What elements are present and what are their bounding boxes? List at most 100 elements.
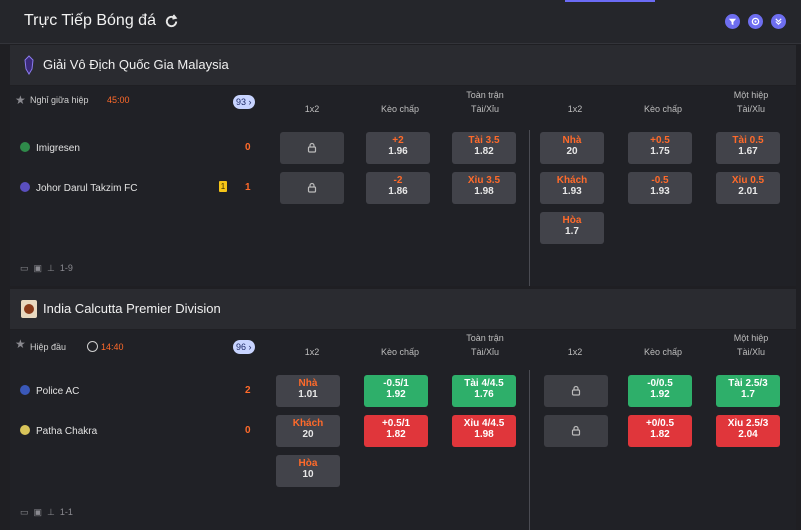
team-name: Johor Darul Takzim FC [36,183,138,194]
match-card: ★ Nghỉ giữa hiệp 45:00 93 › 1x2 Kèo chấp… [10,86,796,286]
col-header-ft-title: Toàn trận [466,90,504,100]
odds-button-down[interactable]: Xỉu 4/4.5 1.98 [452,415,516,447]
team-name: Imigresen [36,143,80,154]
home-score: 0 [245,142,251,153]
team-name: Police AC [36,386,80,397]
match-footer: ▭ ▣ ⊥ 1-1 [20,507,78,518]
markets-count-badge[interactable]: 93 › [233,95,255,109]
col-header-h1-title: Một hiệp [733,90,769,100]
match-time: 45:00 [107,95,130,105]
home-team[interactable]: Police AC [20,385,79,397]
col-header-ft-handicap: Kèo chấp [380,104,420,114]
away-score: 0 [245,425,251,436]
odds-button[interactable]: Xỉu 0.5 2.01 [716,172,780,204]
lock-icon [307,182,317,193]
odds-button[interactable]: -0.5 1.93 [628,172,692,204]
target-icon[interactable] [748,14,763,29]
field-icon[interactable]: ▣ [33,507,43,517]
match-footer: ▭ ▣ ⊥ 1-9 [20,263,78,274]
col-header-ft-title: Toàn trận [466,333,504,343]
match-status: Hiệp đầu [30,342,67,352]
match-info-row: ★ Hiệp đầu 14:40 96 › 1x2 Kèo chấp Toàn … [10,330,796,370]
odds-button[interactable]: Khách 1.93 [540,172,604,204]
odds-button-up[interactable]: -0.5/1 1.92 [364,375,428,407]
col-header-h1-handicap: Kèo chấp [643,104,683,114]
home-score: 2 [245,385,251,396]
odds-button[interactable]: +2 1.96 [366,132,430,164]
odds-locked-button[interactable] [280,132,344,164]
match-card: ★ Hiệp đầu 14:40 96 › 1x2 Kèo chấp Toàn … [10,330,796,530]
video-icon[interactable]: ▭ [20,507,29,517]
col-header-ft-over-under: Tài/Xỉu [470,347,499,357]
league-header[interactable]: Giải Vô Địch Quốc Gia Malaysia [10,45,796,85]
markets-count-badge[interactable]: 96 › [233,340,255,354]
odds-button[interactable]: -2 1.86 [366,172,430,204]
col-header-ft-1x2: 1x2 [304,347,320,357]
league-logo-icon [21,300,37,318]
odds-button[interactable]: +0.5 1.75 [628,132,692,164]
lock-icon [571,425,581,436]
team-name: Patha Chakra [36,426,98,437]
away-score: 1 [245,182,251,193]
odds-locked-button[interactable] [544,375,608,407]
match-result: 1-9 [59,263,73,273]
lock-icon [571,385,581,396]
col-header-ft-handicap: Kèo chấp [380,347,420,357]
home-team[interactable]: Imigresen [20,142,80,154]
match-time: 14:40 [101,342,124,352]
league-header[interactable]: India Calcutta Premier Division [10,289,796,329]
away-team[interactable]: Patha Chakra [20,425,97,437]
col-header-h1-handicap: Kèo chấp [643,347,683,357]
odds-button-up[interactable]: Tài 4/4.5 1.76 [452,375,516,407]
col-header-h1-1x2: 1x2 [567,347,583,357]
odds-button-up[interactable]: -0/0.5 1.92 [628,375,692,407]
odds-button[interactable]: Hòa 1.7 [540,212,604,244]
collapse-icon[interactable] [771,14,786,29]
odds-button[interactable]: Nhà 1.01 [276,375,340,407]
stats-icon[interactable]: ⊥ [47,507,55,517]
league-logo-icon [24,55,34,75]
match-result: 1-1 [59,507,73,517]
column-divider [529,370,530,530]
field-icon[interactable]: ▣ [33,263,43,273]
odds-button[interactable]: Hòa 10 [276,455,340,487]
lock-icon [307,142,317,153]
odds-button-down[interactable]: +0.5/1 1.82 [364,415,428,447]
odds-button-down[interactable]: Xỉu 2.5/3 2.04 [716,415,780,447]
col-header-h1-over-under: Tài/Xỉu [736,104,765,114]
star-icon[interactable]: ★ [15,337,26,351]
league-name: Giải Vô Địch Quốc Gia Malaysia [43,57,229,72]
clock-icon [87,341,98,352]
refresh-icon[interactable] [164,14,179,29]
match-status: Nghỉ giữa hiệp [30,95,89,105]
stats-icon[interactable]: ⊥ [47,263,55,273]
odds-locked-button[interactable] [280,172,344,204]
odds-button[interactable]: Tài 0.5 1.67 [716,132,780,164]
team-badge-icon [20,425,30,435]
col-header-h1-over-under: Tài/Xỉu [736,347,765,357]
league-name: India Calcutta Premier Division [43,301,221,316]
odds-button-up[interactable]: Tài 2.5/3 1.7 [716,375,780,407]
col-header-h1-title: Một hiệp [733,333,769,343]
filter-icon[interactable] [725,14,740,29]
video-icon[interactable]: ▭ [20,263,29,273]
match-info-row: ★ Nghỉ giữa hiệp 45:00 93 › 1x2 Kèo chấp… [10,86,796,126]
col-header-ft-1x2: 1x2 [304,104,320,114]
odds-button[interactable]: Tài 3.5 1.82 [452,132,516,164]
odds-button[interactable]: Xỉu 3.5 1.98 [452,172,516,204]
page-header: Trực Tiếp Bóng đá [0,0,801,44]
team-badge-icon [20,182,30,192]
team-badge-icon [20,142,30,152]
team-badge-icon [20,385,30,395]
odds-locked-button[interactable] [544,415,608,447]
col-header-h1-1x2: 1x2 [567,104,583,114]
odds-button[interactable]: Khách 20 [276,415,340,447]
page-title: Trực Tiếp Bóng đá [24,12,156,29]
col-header-ft-over-under: Tài/Xỉu [470,104,499,114]
column-divider [529,130,530,286]
odds-button[interactable]: Nhà 20 [540,132,604,164]
away-team[interactable]: Johor Darul Takzim FC [20,182,138,194]
yellow-card-badge: 1 [219,181,227,192]
odds-button-down[interactable]: +0/0.5 1.82 [628,415,692,447]
star-icon[interactable]: ★ [15,93,26,107]
